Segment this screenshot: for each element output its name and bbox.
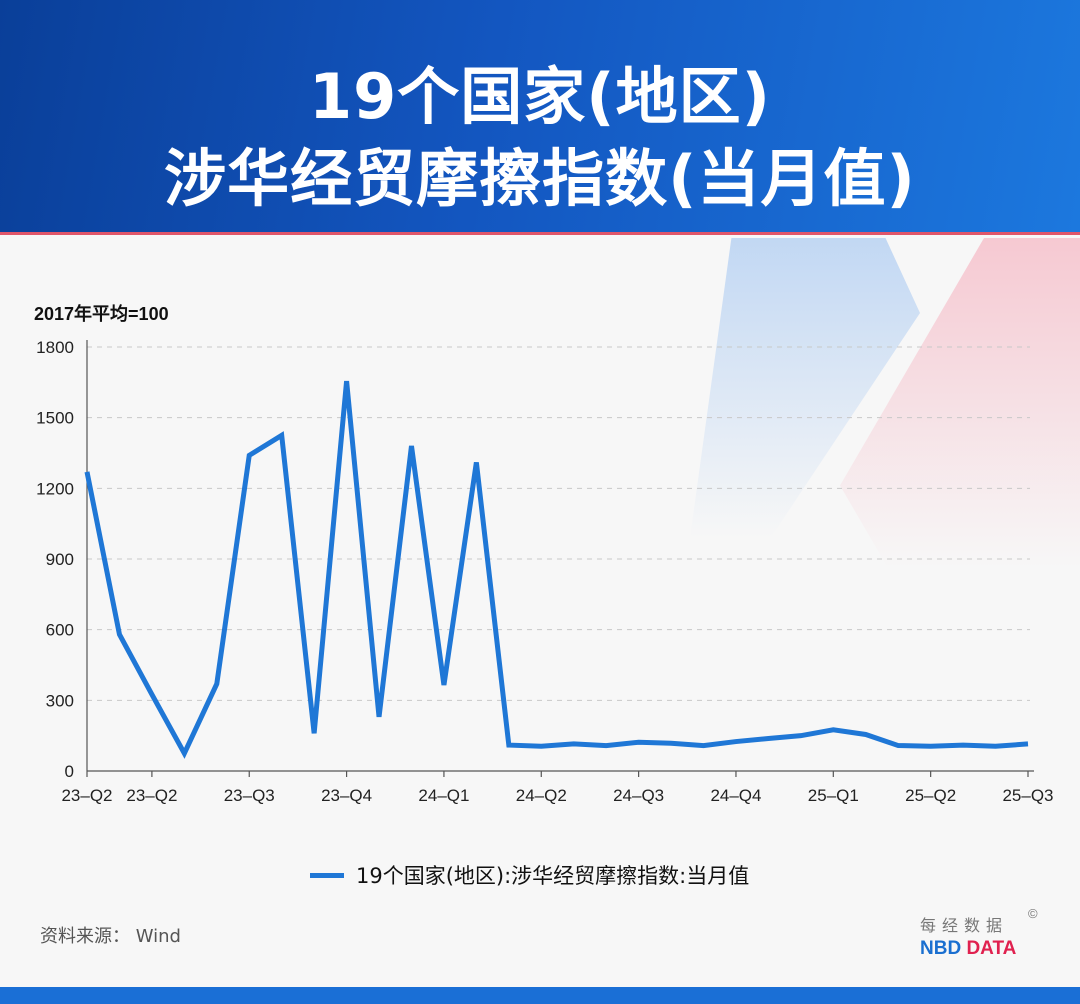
y-tick-label: 0 xyxy=(65,762,74,781)
chart-title-line1: 19个国家(地区) xyxy=(309,60,771,133)
copyright-mark: © xyxy=(1028,906,1038,921)
x-tick-label: 23–Q3 xyxy=(224,786,275,805)
y-tick-label: 900 xyxy=(46,550,74,569)
x-tick-label: 24–Q4 xyxy=(710,786,761,805)
logo-cn-text: 每经数据 xyxy=(920,916,1009,935)
y-tick-label: 1500 xyxy=(36,409,74,428)
series-line xyxy=(84,380,1029,759)
x-tick-label: 25–Q3 xyxy=(1002,786,1053,805)
legend-swatch xyxy=(310,872,344,878)
y-tick-label: 1800 xyxy=(36,338,74,357)
nbd-data-logo: 每经数据 © NBD DATA xyxy=(920,906,1038,960)
y-tick-label: 300 xyxy=(46,691,74,710)
x-tick-label: 23–Q2 xyxy=(126,786,177,805)
y-tick-label: 1200 xyxy=(36,479,74,498)
x-tick-label: 23–Q2 xyxy=(61,786,112,805)
x-tick-label: 25–Q1 xyxy=(808,786,859,805)
y-axis-unit-label: 2017年平均=100 xyxy=(34,304,169,324)
logo-data: DATA xyxy=(966,938,1017,959)
source-note: 资料来源： Wind xyxy=(40,926,181,947)
logo-nbd: NBD xyxy=(920,938,962,959)
logo-en-text: NBD DATA xyxy=(920,938,1016,960)
y-tick-label: 600 xyxy=(46,621,74,640)
x-tick-label: 23–Q4 xyxy=(321,786,372,805)
legend: 19个国家(地区):涉华经贸摩擦指数:当月值 xyxy=(310,860,749,890)
chart-title-line2: 涉华经贸摩擦指数(当月值) xyxy=(164,142,916,215)
header-banner: 19个国家(地区) 涉华经贸摩擦指数(当月值) xyxy=(0,0,1080,235)
x-tick-label: 24–Q3 xyxy=(613,786,664,805)
x-tick-label: 24–Q1 xyxy=(418,786,469,805)
legend-label: 19个国家(地区):涉华经贸摩擦指数:当月值 xyxy=(356,864,750,888)
x-tick-label: 25–Q2 xyxy=(905,786,956,805)
bottom-bar xyxy=(0,987,1080,1004)
x-tick-label: 24–Q2 xyxy=(516,786,567,805)
